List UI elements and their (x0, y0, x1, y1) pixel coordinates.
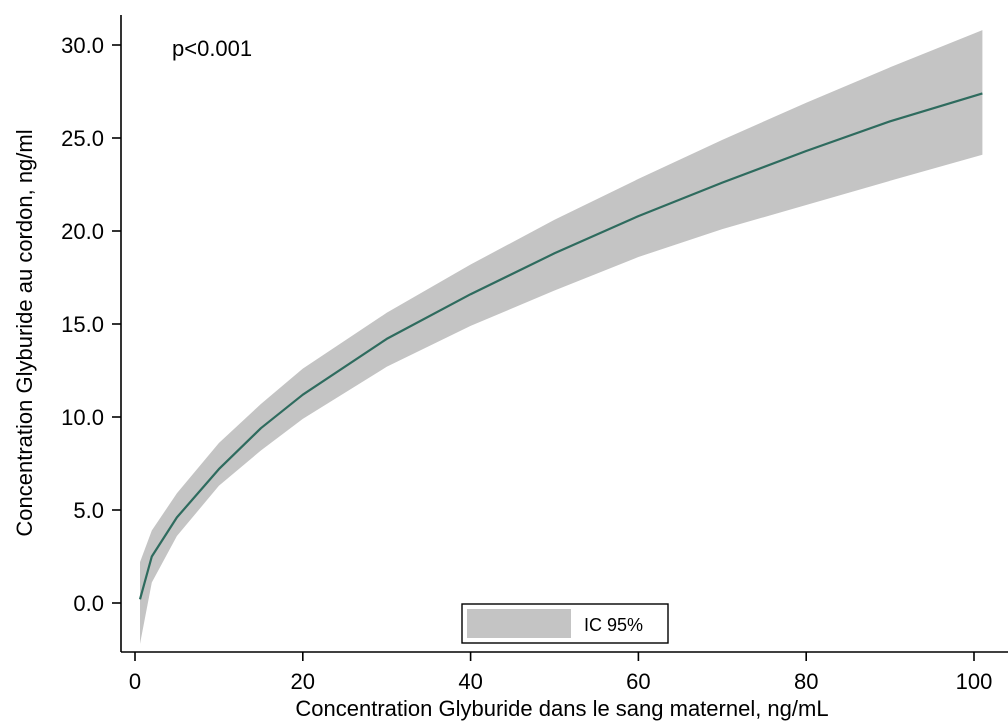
legend: IC 95% (461, 603, 669, 644)
y-axis-title: Concentration Glyburide au cordon, ng/ml (12, 129, 37, 536)
y-tick-label: 10.0 (61, 405, 104, 430)
x-axis-title: Concentration Glyburide dans le sang mat… (295, 696, 828, 721)
y-tick-label: 25.0 (61, 126, 104, 151)
estimate-line (138, 92, 983, 600)
x-tick-label: 20 (291, 669, 315, 694)
legend-swatch-ci-band (467, 609, 571, 638)
x-axis-ticks: 0 20 40 60 80 100 (129, 652, 992, 694)
y-tick-label: 15.0 (61, 312, 104, 337)
y-tick-label: 30.0 (61, 33, 104, 58)
y-axis-ticks: 0.0 5.0 10.0 15.0 20.0 25.0 30.0 (61, 33, 121, 616)
y-tick-label: 0.0 (73, 591, 104, 616)
x-tick-label: 100 (956, 669, 993, 694)
estimate-line-layer (138, 92, 983, 600)
ci-band-area (140, 30, 983, 644)
x-tick-label: 60 (626, 669, 650, 694)
legend-label-ci-band: IC 95% (584, 615, 643, 635)
ci-band-layer (140, 30, 983, 644)
y-tick-label: 20.0 (61, 219, 104, 244)
x-tick-label: 80 (794, 669, 818, 694)
p-value-annotation: p<0.001 (172, 36, 252, 61)
x-tick-label: 0 (129, 669, 141, 694)
y-tick-label: 5.0 (73, 498, 104, 523)
x-tick-label: 40 (458, 669, 482, 694)
